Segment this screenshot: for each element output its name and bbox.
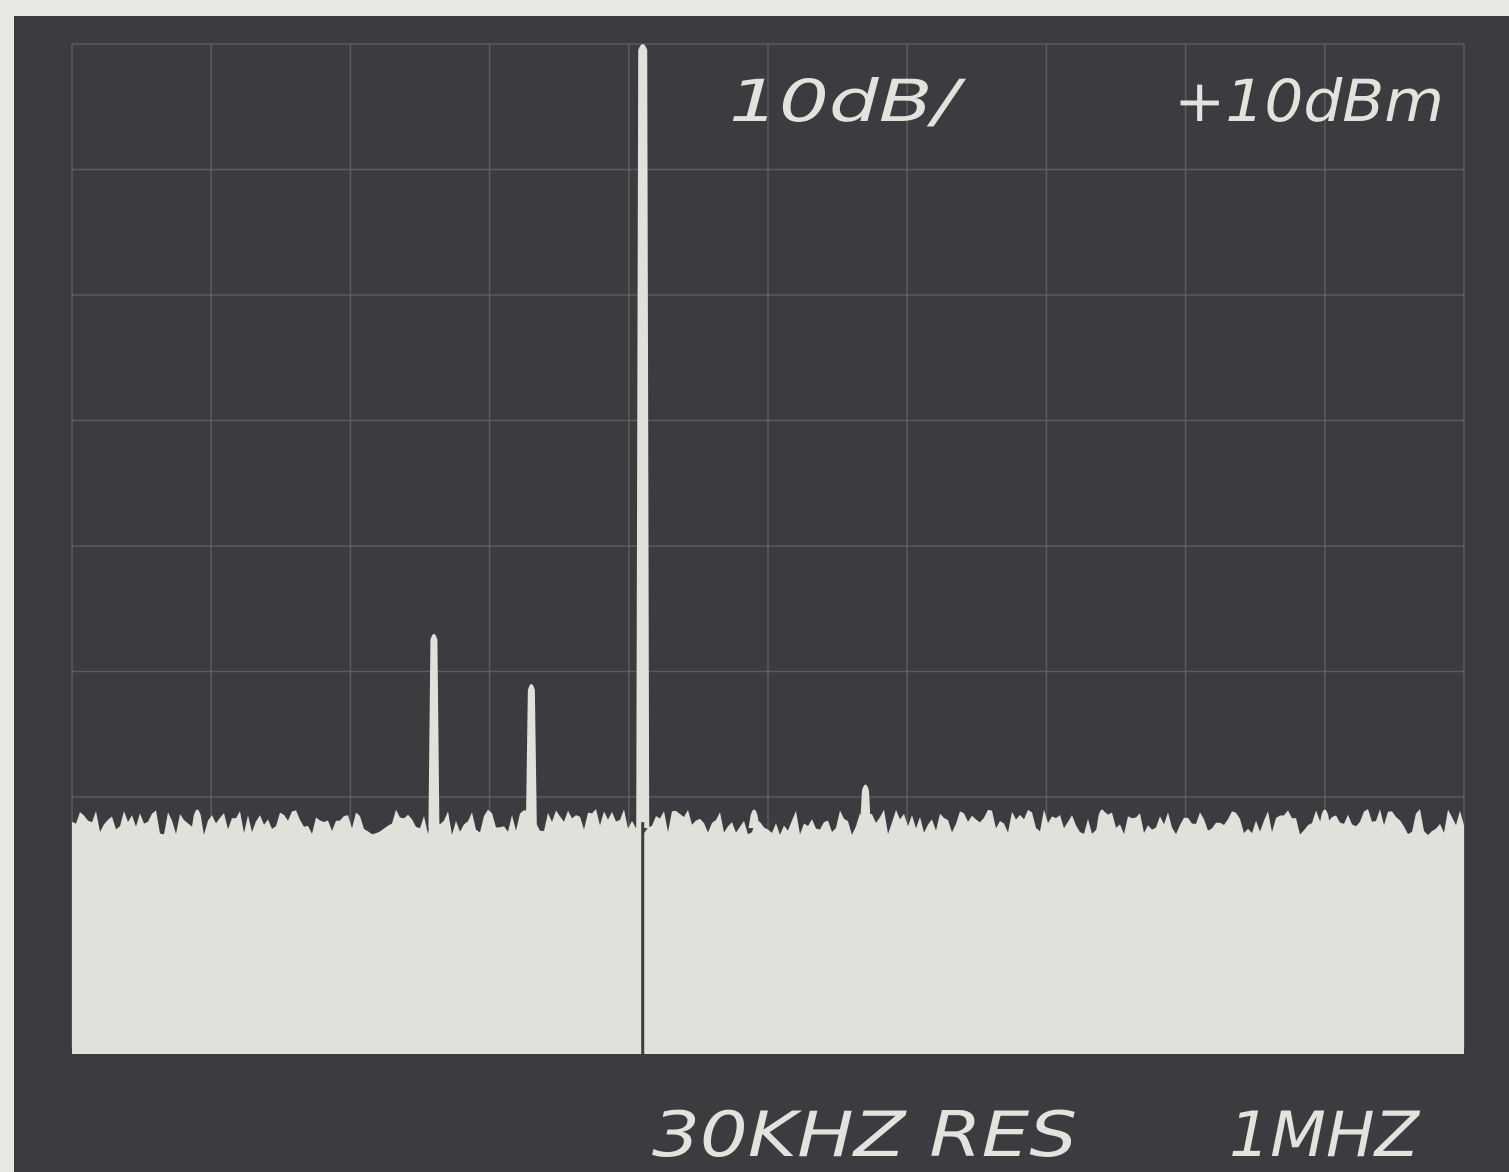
spurious-peak [191,809,203,829]
noise-floor-trace [72,809,1464,1054]
scale-readout: 10dB/ [729,67,966,135]
resolution-bandwidth-readout: 30KHZ RES [652,1098,1077,1171]
spectrum-analyzer-screen: 10dB/ +10dBm 30KHZ RES 1MHZ [14,16,1509,1172]
spurious-peak [1096,809,1108,829]
signal-peaks [191,44,1331,1054]
carrier-peak [636,44,650,829]
spurious-peak [428,633,440,829]
span-readout: 1MHZ [1229,1098,1421,1171]
spurious-peak [525,684,537,829]
reference-level-readout: +10dBm [1174,67,1444,135]
spurious-peak [859,784,871,829]
spurious-peak [748,809,760,829]
spurious-peak [1319,809,1331,829]
